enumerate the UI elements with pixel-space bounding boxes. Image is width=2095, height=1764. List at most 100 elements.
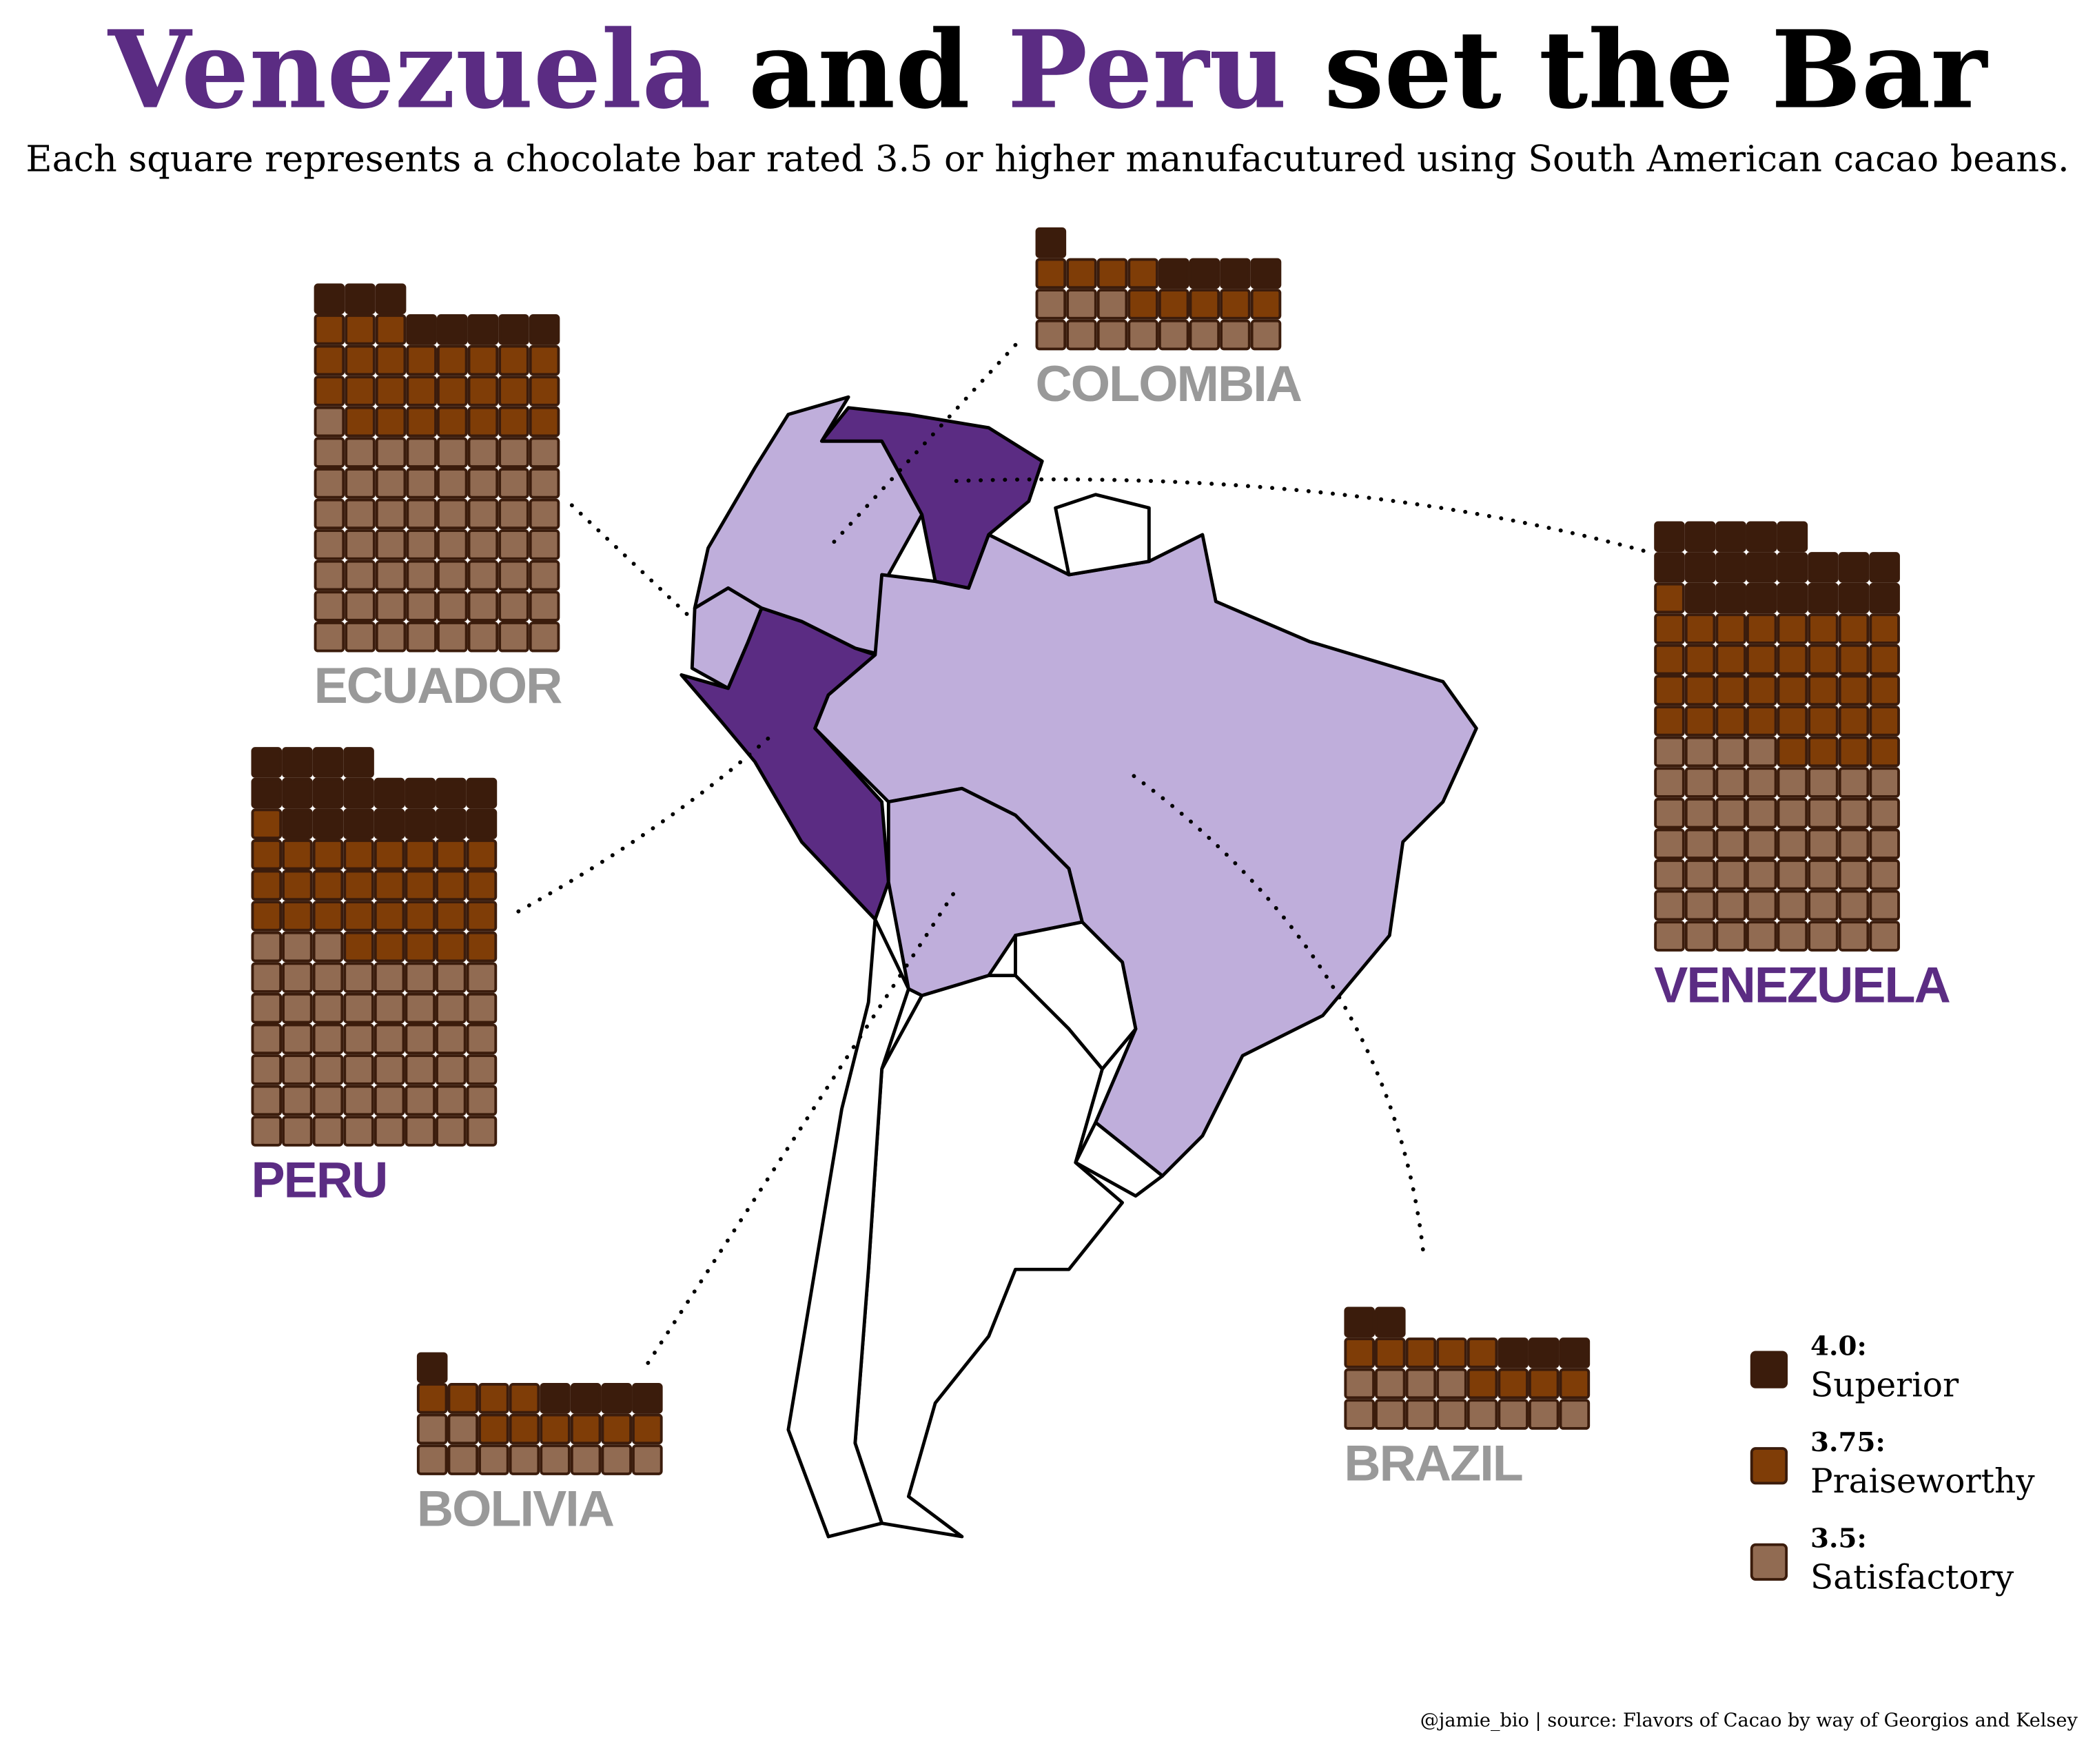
waffle-cell (1777, 767, 1808, 798)
waffle-cell (345, 621, 376, 653)
map (679, 395, 1478, 1539)
waffle-cell (405, 1116, 436, 1147)
waffle-cell (1746, 921, 1777, 952)
waffle-cell (1559, 1399, 1591, 1430)
waffle-cell (1808, 706, 1839, 737)
waffle-cell (436, 1116, 467, 1147)
waffle-cell (312, 808, 344, 839)
waffles: ECUADOR COLOMBIA VENEZUELA PERU BOLIVIA BRAZI… (251, 227, 1952, 1537)
waffle-cell (1344, 1306, 1375, 1338)
waffle-cell (405, 1085, 436, 1116)
waffle-cell (632, 1444, 663, 1475)
legend-swatch (1750, 1351, 1788, 1388)
waffle-cell (251, 931, 283, 963)
waffle-cell (1746, 859, 1777, 890)
waffle-cell (1498, 1337, 1529, 1368)
waffle-cell (1715, 828, 1746, 860)
waffle-cell (343, 962, 374, 993)
waffle-cell (406, 376, 437, 407)
waffle-cell (374, 808, 405, 839)
waffle-cell (529, 406, 560, 438)
waffle-cell (632, 1383, 663, 1414)
waffle-cell (1684, 828, 1716, 860)
waffle-cell (436, 931, 467, 963)
waffle-cell (1869, 736, 1900, 768)
waffle-cell (1869, 613, 1900, 644)
waffle-cell (529, 498, 560, 530)
waffle-cell (375, 560, 407, 591)
waffle-cell (406, 591, 437, 622)
waffle-cell (1715, 706, 1746, 737)
waffle-cell (1746, 675, 1777, 706)
waffle-cell (1528, 1399, 1560, 1430)
waffle-cell (466, 962, 498, 993)
waffle-cell (374, 1085, 405, 1116)
waffle-cell (282, 962, 313, 993)
waffle-cell (1158, 289, 1189, 320)
waffle-cell (343, 777, 374, 809)
waffle-cell (1746, 552, 1777, 583)
waffle-cell (1838, 767, 1870, 798)
waffle-cell (1715, 797, 1746, 829)
waffle-cell (1405, 1368, 1437, 1399)
waffle-cell (498, 376, 529, 407)
waffle-cell (529, 621, 560, 653)
waffle-cell (1838, 736, 1870, 768)
waffle-cell (436, 376, 468, 407)
waffle-cell (478, 1383, 509, 1414)
legend-label: Praiseworthy (1810, 1462, 2035, 1501)
waffle-cell (1654, 706, 1685, 737)
waffle-cell (1466, 1399, 1498, 1430)
waffle-cell (1405, 1337, 1437, 1368)
waffle-cell (436, 808, 467, 839)
waffle-cell (405, 1054, 436, 1085)
waffle-cell (1158, 258, 1189, 289)
waffle-cell (529, 376, 560, 407)
waffle-cell (345, 406, 376, 438)
waffle-cell (251, 777, 283, 809)
waffle-cell (1777, 890, 1808, 921)
waffle-cell (436, 437, 468, 468)
waffle-cell (467, 621, 499, 653)
connector (646, 882, 961, 1365)
waffle-cell (466, 870, 498, 901)
waffle-cell (374, 992, 405, 1024)
waffle-cell (312, 1054, 344, 1085)
waffle-cell (345, 498, 376, 530)
waffle-cell (314, 621, 345, 653)
waffle-cell (509, 1383, 540, 1414)
waffle-cell (345, 591, 376, 622)
waffle-cell (1746, 736, 1777, 768)
waffle-cell (509, 1444, 540, 1475)
waffle-cell (312, 992, 344, 1024)
legend-label: Superior (1810, 1366, 1959, 1404)
waffle-cell (343, 1085, 374, 1116)
waffle-cell (375, 529, 407, 560)
waffle-cell (343, 747, 374, 778)
waffle-cell (1715, 613, 1746, 644)
waffle-cell (251, 962, 283, 993)
waffle-cell (282, 992, 313, 1024)
waffle-cell (1684, 552, 1716, 583)
waffle-cell (416, 1444, 448, 1475)
waffle-cell (406, 314, 437, 345)
waffle-cell (1374, 1399, 1406, 1430)
waffle-cell (416, 1413, 448, 1445)
waffle-cell (466, 992, 498, 1024)
waffle-cell (1436, 1337, 1467, 1368)
waffle-cell (251, 870, 283, 901)
waffle-cell (374, 1054, 405, 1085)
waffle-cell (406, 467, 437, 499)
waffle-cell (251, 1054, 283, 1085)
subtitle: Each square represents a chocolate bar r… (25, 139, 2069, 181)
waffle-cell (1869, 675, 1900, 706)
waffle-cell (466, 1023, 498, 1055)
waffle-cell (436, 560, 468, 591)
waffle-cell (345, 437, 376, 468)
chart-title: Venezuela and Peru set the Bar (108, 7, 1989, 133)
waffle-cell (436, 839, 467, 870)
map-guianas (1054, 493, 1151, 577)
waffle-cell (1344, 1368, 1375, 1399)
waffle-cell (1869, 828, 1900, 860)
waffle-cell (314, 406, 345, 438)
